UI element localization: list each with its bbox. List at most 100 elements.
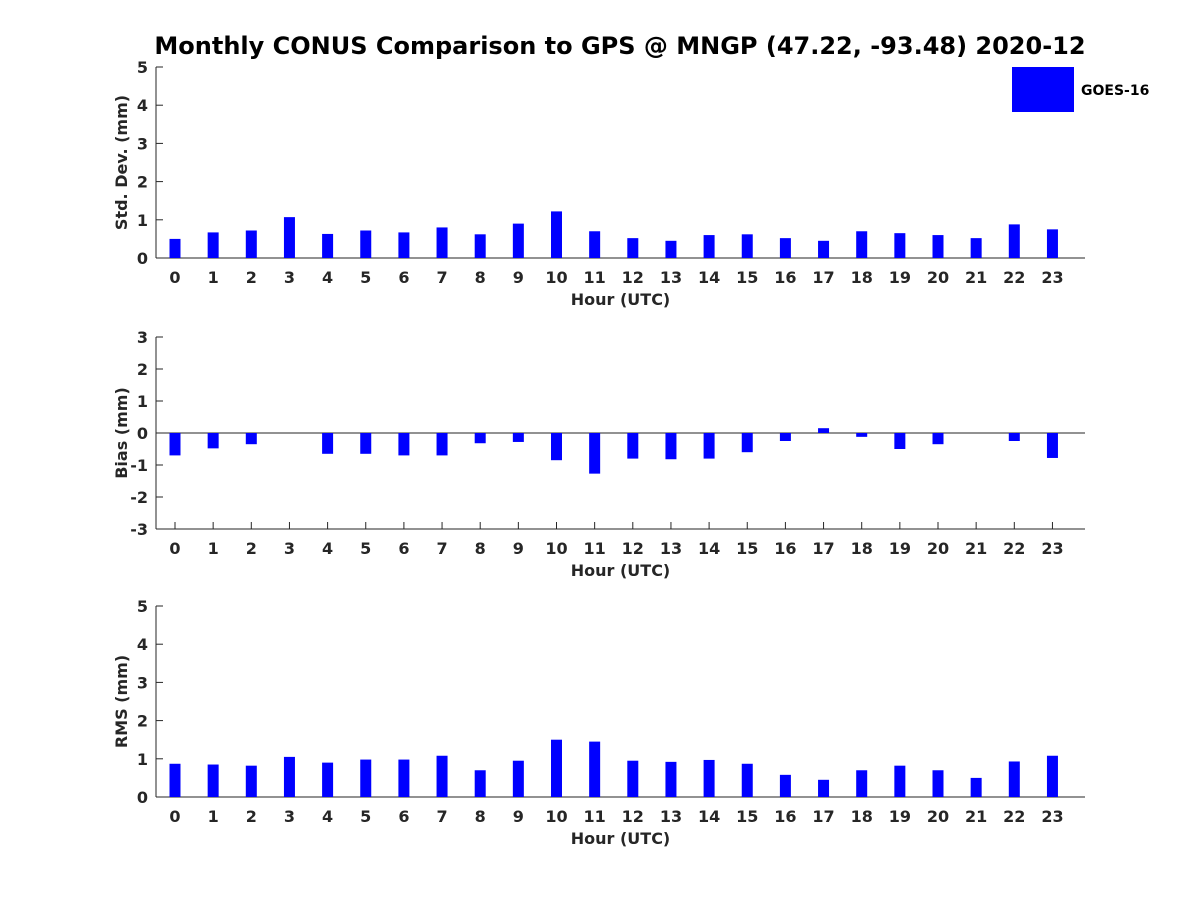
x-tick-label: 2 (246, 807, 257, 826)
y-tick-label: 4 (137, 96, 148, 115)
y-tick-label: 0 (137, 788, 148, 807)
y-tick-label: -1 (130, 456, 148, 475)
x-tick-label: 2 (246, 268, 257, 287)
x-tick-label: 12 (622, 539, 644, 558)
bar-rms-hour-10 (551, 739, 562, 797)
bar-std-hour-22 (1008, 224, 1020, 258)
bar-rms-hour-5 (360, 759, 372, 797)
x-tick-label: 8 (475, 268, 486, 287)
x-tick-label: 0 (169, 268, 180, 287)
y-tick-label: -2 (130, 488, 148, 507)
bar-bias-hour-17 (818, 428, 830, 433)
bar-rms-hour-2 (245, 765, 257, 797)
x-tick-label: 4 (322, 807, 333, 826)
x-tick-label: 22 (1003, 268, 1025, 287)
x-tick-label: 5 (360, 807, 371, 826)
bar-rms-hour-15 (741, 763, 753, 797)
bar-bias-hour-20 (932, 433, 944, 445)
x-tick-label: 10 (545, 268, 567, 287)
x-tick-label: 6 (398, 807, 409, 826)
x-tick-label: 1 (208, 539, 219, 558)
x-tick-label: 3 (284, 268, 295, 287)
y-tick-label: -3 (130, 520, 148, 539)
x-tick-label: 20 (927, 268, 949, 287)
bar-rms-hour-17 (818, 779, 830, 797)
x-tick-label: 7 (436, 268, 447, 287)
bar-std-hour-19 (894, 233, 906, 258)
x-tick-label: 12 (622, 807, 644, 826)
x-tick-label: 19 (889, 807, 911, 826)
bar-std-hour-3 (283, 217, 295, 258)
y-axis-label: RMS (mm) (112, 655, 131, 748)
x-tick-label: 5 (360, 268, 371, 287)
x-tick-label: 14 (698, 268, 720, 287)
bar-rms-hour-3 (283, 756, 295, 797)
x-tick-label: 23 (1041, 539, 1063, 558)
bar-bias-hour-6 (398, 433, 410, 456)
x-tick-label: 16 (774, 539, 796, 558)
x-tick-label: 16 (774, 268, 796, 287)
bar-bias-hour-5 (360, 433, 372, 454)
x-tick-label: 9 (513, 539, 524, 558)
bar-rms-hour-1 (207, 764, 219, 797)
bar-rms-hour-22 (1008, 761, 1020, 797)
x-tick-label: 11 (584, 807, 606, 826)
legend-swatch-goes-16 (1012, 67, 1074, 112)
bar-bias-hour-12 (627, 433, 639, 459)
x-tick-label: 8 (475, 807, 486, 826)
x-tick-label: 23 (1041, 268, 1063, 287)
bar-std-hour-14 (703, 235, 715, 258)
x-tick-label: 19 (889, 268, 911, 287)
y-axis-label: Std. Dev. (mm) (112, 95, 131, 230)
x-tick-label: 9 (513, 807, 524, 826)
x-tick-label: 6 (398, 539, 409, 558)
bar-std-hour-6 (398, 232, 410, 258)
bar-bias-hour-1 (207, 433, 219, 449)
x-tick-label: 20 (927, 807, 949, 826)
bar-bias-hour-23 (1046, 433, 1058, 458)
y-tick-label: 5 (137, 597, 148, 616)
x-tick-label: 14 (698, 807, 720, 826)
x-tick-label: 9 (513, 268, 524, 287)
bar-std-hour-21 (970, 238, 982, 258)
x-tick-label: 10 (545, 539, 567, 558)
x-tick-label: 23 (1041, 807, 1063, 826)
x-axis-label: Hour (UTC) (571, 290, 671, 309)
chart-title: Monthly CONUS Comparison to GPS @ MNGP (… (154, 32, 1085, 60)
bar-rms-hour-19 (894, 765, 906, 797)
y-tick-label: 1 (137, 392, 148, 411)
bar-bias-hour-13 (665, 433, 677, 460)
x-axis-label: Hour (UTC) (571, 829, 671, 848)
x-tick-label: 16 (774, 807, 796, 826)
x-tick-label: 18 (851, 539, 873, 558)
x-tick-label: 2 (246, 539, 257, 558)
bar-bias-hour-18 (856, 433, 868, 437)
y-tick-label: 2 (137, 360, 148, 379)
x-tick-label: 17 (812, 539, 834, 558)
bar-rms-hour-6 (398, 759, 410, 797)
x-tick-label: 4 (322, 268, 333, 287)
x-tick-label: 10 (545, 807, 567, 826)
bar-rms-hour-12 (627, 760, 639, 797)
bar-std-hour-18 (856, 231, 868, 258)
y-tick-label: 3 (137, 673, 148, 692)
bar-std-hour-7 (436, 227, 448, 258)
bar-rms-hour-20 (932, 770, 944, 797)
x-tick-label: 7 (436, 807, 447, 826)
bar-std-hour-15 (741, 234, 753, 258)
bar-rms-hour-14 (703, 759, 715, 797)
x-tick-label: 21 (965, 807, 987, 826)
bar-std-hour-16 (779, 238, 791, 258)
x-tick-label: 15 (736, 807, 758, 826)
bar-rms-hour-9 (512, 760, 524, 797)
bar-bias-hour-4 (322, 433, 334, 454)
x-tick-label: 13 (660, 539, 682, 558)
x-axis-label: Hour (UTC) (571, 561, 671, 580)
x-tick-label: 0 (169, 539, 180, 558)
y-tick-label: 0 (137, 424, 148, 443)
bar-bias-hour-7 (436, 433, 448, 456)
y-tick-label: 2 (137, 173, 148, 192)
